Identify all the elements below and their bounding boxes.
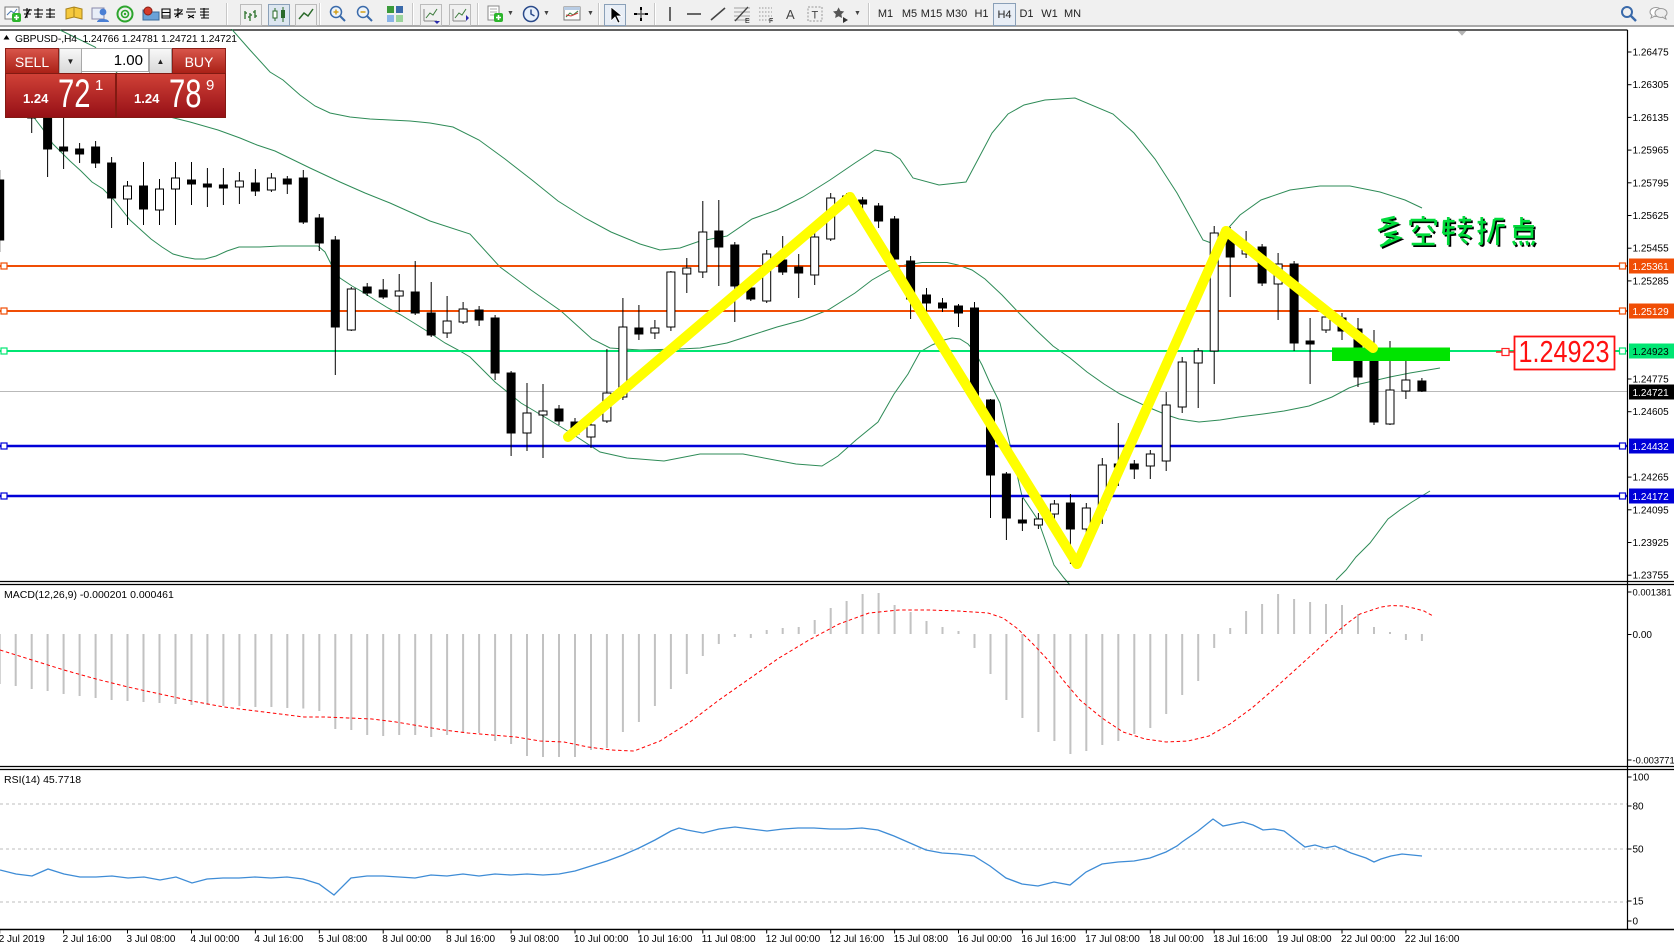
svg-text:1.24265: 1.24265 xyxy=(1633,473,1670,484)
svg-text:0.001381: 0.001381 xyxy=(1633,587,1672,598)
svg-text:1.24775: 1.24775 xyxy=(1633,375,1670,386)
svg-text:1.26475: 1.26475 xyxy=(1633,48,1670,59)
svg-text:1.25129: 1.25129 xyxy=(1633,307,1670,318)
svg-text:19 Jul 08:00: 19 Jul 08:00 xyxy=(1277,934,1332,945)
svg-text:100: 100 xyxy=(1633,773,1650,784)
svg-text:1.24605: 1.24605 xyxy=(1633,407,1670,418)
svg-text:22 Jul 16:00: 22 Jul 16:00 xyxy=(1405,934,1460,945)
svg-text:1.24172: 1.24172 xyxy=(1633,492,1670,503)
svg-text:11 Jul 08:00: 11 Jul 08:00 xyxy=(702,934,756,945)
svg-text:RSI(14) 45.7718: RSI(14) 45.7718 xyxy=(4,774,81,786)
svg-text:80: 80 xyxy=(1633,802,1645,813)
svg-text:9 Jul 08:00: 9 Jul 08:00 xyxy=(510,934,559,945)
svg-text:1.24432: 1.24432 xyxy=(1633,442,1670,453)
svg-text:15: 15 xyxy=(1633,897,1645,908)
svg-text:1.25795: 1.25795 xyxy=(1633,178,1670,189)
svg-text:10 Jul 00:00: 10 Jul 00:00 xyxy=(574,934,629,945)
svg-text:22 Jul 00:00: 22 Jul 00:00 xyxy=(1341,934,1396,945)
svg-text:1.24923: 1.24923 xyxy=(1519,334,1610,369)
svg-text:E: E xyxy=(745,18,750,24)
svg-text:50: 50 xyxy=(1633,845,1645,856)
svg-text:1.23755: 1.23755 xyxy=(1633,571,1670,582)
svg-text:2 Jul 16:00: 2 Jul 16:00 xyxy=(63,934,112,945)
svg-text:1.24923: 1.24923 xyxy=(1633,347,1670,358)
svg-text:4 Jul 16:00: 4 Jul 16:00 xyxy=(254,934,303,945)
svg-text:12 Jul 16:00: 12 Jul 16:00 xyxy=(830,934,885,945)
svg-text:15 Jul 08:00: 15 Jul 08:00 xyxy=(894,934,949,945)
svg-text:1.25965: 1.25965 xyxy=(1633,146,1670,157)
svg-text:12 Jul 00:00: 12 Jul 00:00 xyxy=(766,934,821,945)
svg-text:0: 0 xyxy=(1633,917,1639,928)
svg-text:4 Jul 00:00: 4 Jul 00:00 xyxy=(191,934,240,945)
svg-text:18 Jul 00:00: 18 Jul 00:00 xyxy=(1149,934,1204,945)
svg-text:8 Jul 00:00: 8 Jul 00:00 xyxy=(382,934,431,945)
svg-text:GBPUSD-,H4 1.24766 1.24781 1.: GBPUSD-,H4 1.24766 1.24781 1.24721 1.247… xyxy=(15,34,237,45)
svg-text:1.23925: 1.23925 xyxy=(1633,538,1670,549)
svg-text:16 Jul 00:00: 16 Jul 00:00 xyxy=(958,934,1013,945)
svg-text:8 Jul 16:00: 8 Jul 16:00 xyxy=(446,934,495,945)
svg-text:1.26135: 1.26135 xyxy=(1633,113,1670,124)
svg-text:1.26305: 1.26305 xyxy=(1633,80,1670,91)
svg-text:1.25361: 1.25361 xyxy=(1633,262,1670,273)
svg-text:1.25625: 1.25625 xyxy=(1633,211,1670,222)
svg-text:17 Jul 08:00: 17 Jul 08:00 xyxy=(1085,934,1140,945)
svg-text:F: F xyxy=(769,18,773,24)
svg-text:MACD(12,26,9) -0.000201 0.0004: MACD(12,26,9) -0.000201 0.000461 xyxy=(4,589,174,601)
svg-text:3 Jul 08:00: 3 Jul 08:00 xyxy=(127,934,176,945)
svg-text:1.25455: 1.25455 xyxy=(1633,244,1670,255)
svg-text:1.24095: 1.24095 xyxy=(1633,505,1670,516)
svg-text:T: T xyxy=(812,10,819,22)
svg-text:1.24721: 1.24721 xyxy=(1633,388,1670,399)
svg-text:10 Jul 16:00: 10 Jul 16:00 xyxy=(638,934,693,945)
svg-text:16 Jul 16:00: 16 Jul 16:00 xyxy=(1021,934,1076,945)
svg-text:18 Jul 16:00: 18 Jul 16:00 xyxy=(1213,934,1268,945)
svg-text:-0.003771: -0.003771 xyxy=(1633,755,1674,766)
svg-text:5 Jul 08:00: 5 Jul 08:00 xyxy=(318,934,367,945)
svg-text:1.25285: 1.25285 xyxy=(1633,276,1670,287)
svg-text:2 Jul 2019: 2 Jul 2019 xyxy=(0,934,45,945)
svg-text:0.00: 0.00 xyxy=(1633,630,1653,641)
svg-text:A: A xyxy=(786,7,795,22)
